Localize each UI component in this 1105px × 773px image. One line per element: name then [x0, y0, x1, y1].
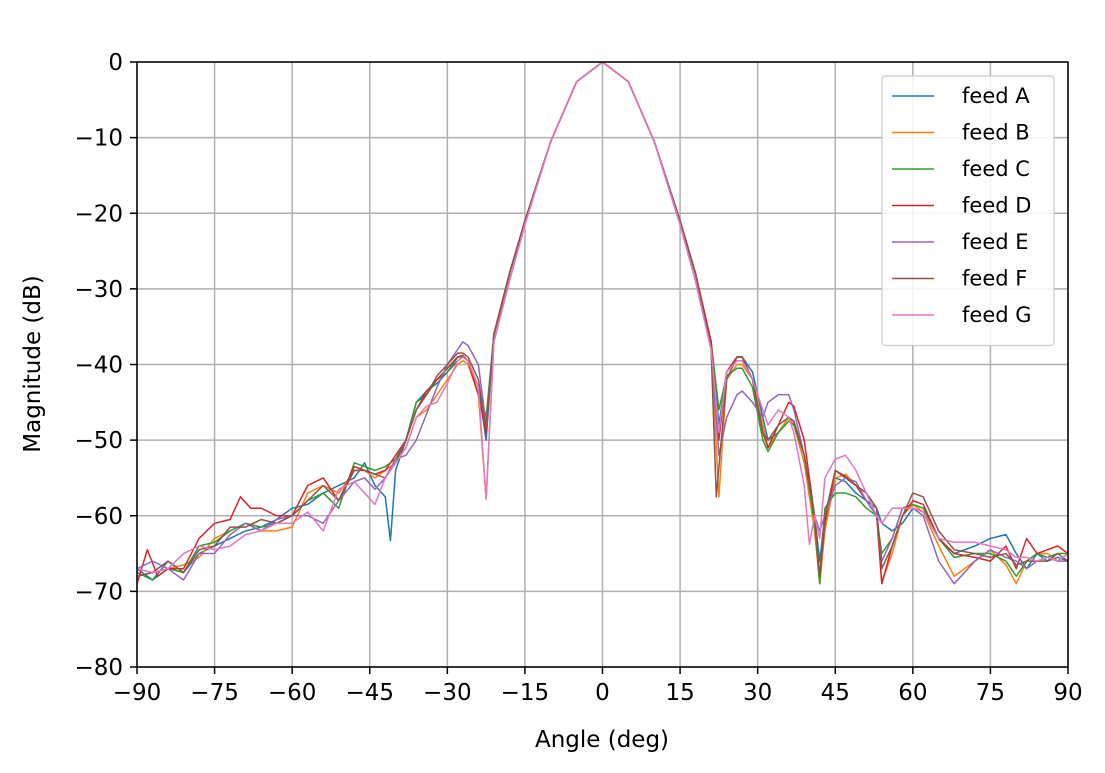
x-tick-label: −15	[501, 680, 550, 706]
legend-label: feed B	[962, 121, 1030, 145]
x-tick-label: 90	[1053, 680, 1082, 706]
x-tick-label: −60	[268, 680, 317, 706]
y-tick-label: −60	[74, 504, 123, 530]
y-tick-label: −30	[74, 277, 123, 303]
series-lines	[137, 62, 1068, 585]
y-tick-label: −50	[74, 428, 123, 454]
x-axis-label: Angle (deg)	[535, 727, 669, 753]
x-tick-label: −75	[190, 680, 239, 706]
x-tick-label: 75	[976, 680, 1005, 706]
x-tick-label: −30	[423, 680, 472, 706]
x-tick-label: −90	[113, 680, 162, 706]
legend-label: feed G	[962, 303, 1032, 327]
legend-label: feed E	[962, 230, 1029, 254]
y-tick-label: −80	[74, 655, 123, 681]
x-tick-label: 45	[821, 680, 850, 706]
legend-label: feed C	[962, 157, 1030, 181]
x-axis-ticks: −90 −75 −60 −45 −30 −15 0 15 30 45 60 75 90	[113, 667, 1083, 706]
y-axis-ticks: 0 −10 −20 −30 −40 −50 −60 −70 −80	[74, 50, 137, 681]
x-tick-label: 30	[743, 680, 772, 706]
x-tick-label: 0	[595, 680, 610, 706]
y-tick-label: −40	[74, 353, 123, 379]
x-tick-label: 15	[665, 680, 694, 706]
legend: feed A feed B feed C feed D feed E feed F feed…	[881, 75, 1055, 347]
x-tick-label: −45	[345, 680, 394, 706]
y-tick-label: −10	[74, 126, 123, 152]
y-tick-label: 0	[108, 50, 123, 76]
legend-label: feed D	[962, 194, 1031, 218]
y-tick-label: −20	[74, 201, 123, 227]
x-tick-label: 60	[898, 680, 927, 706]
series-line-feed-f	[137, 62, 1068, 577]
y-axis-label: Magnitude (dB)	[20, 275, 46, 453]
plot-area	[137, 62, 1068, 585]
y-tick-label: −70	[74, 579, 123, 605]
legend-label: feed A	[962, 84, 1030, 108]
legend-label: feed F	[962, 267, 1027, 291]
series-line-feed-g	[137, 62, 1068, 574]
